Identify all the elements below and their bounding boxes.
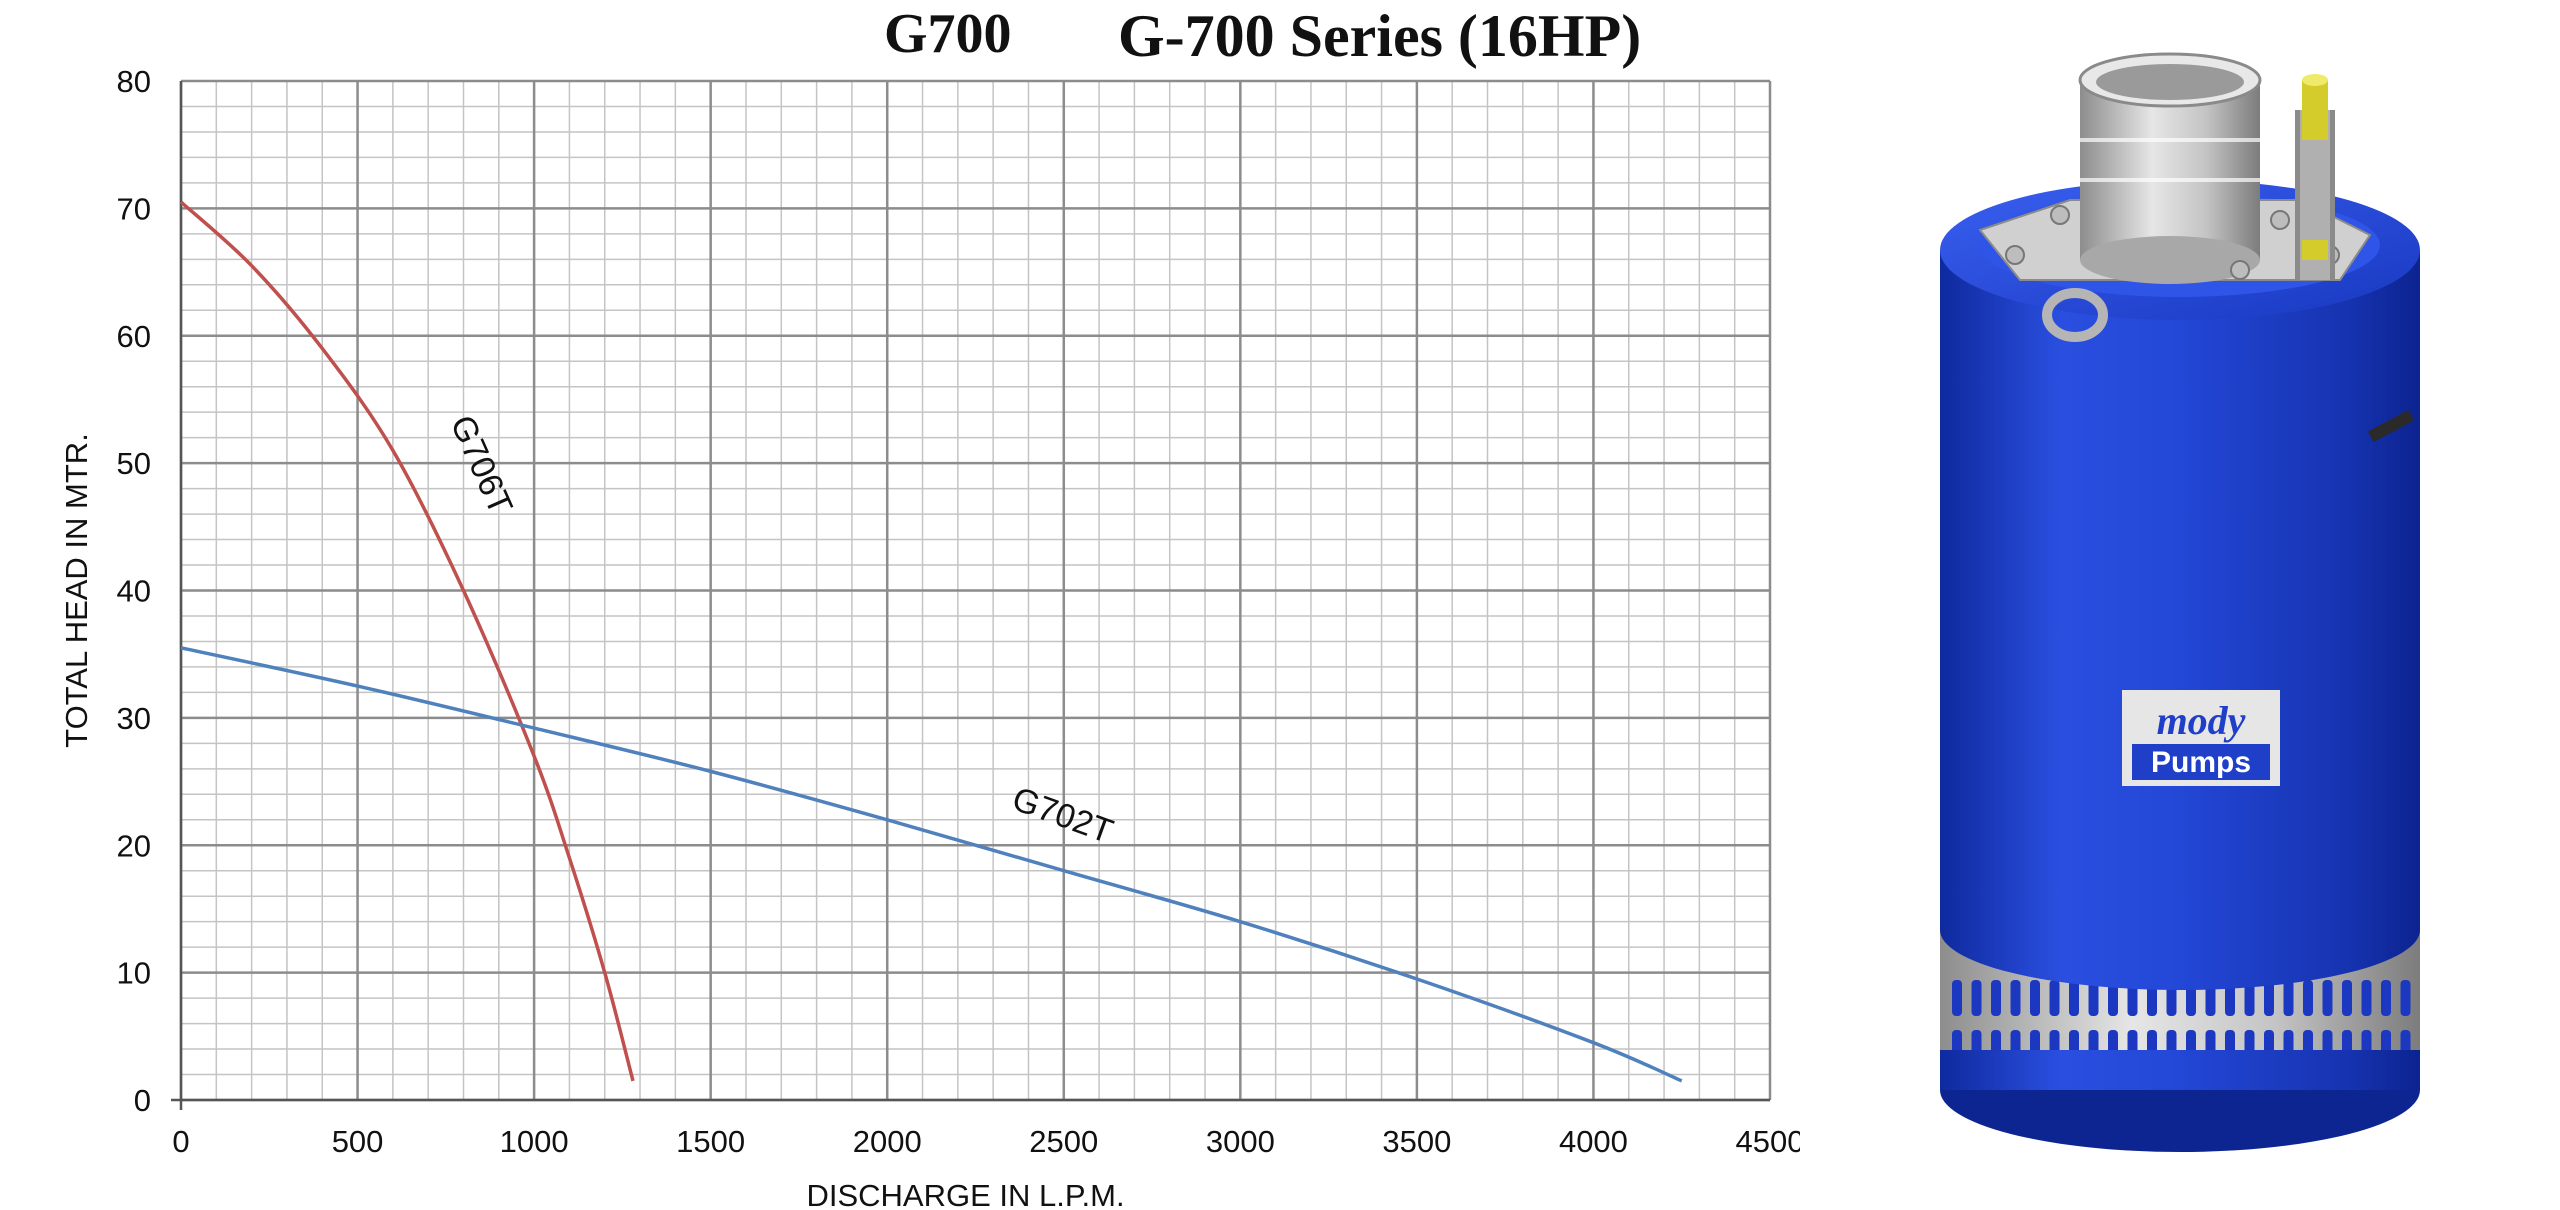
y-tick-label: 80 — [117, 64, 151, 99]
chart-grid — [179, 79, 1772, 1102]
bolt — [2050, 205, 2070, 225]
strainer-slot — [2244, 980, 2255, 1016]
strainer-slot — [2088, 980, 2099, 1016]
y-tick-label: 10 — [117, 956, 151, 991]
performance-chart: 0 500 1000 1500 2000 2500 3000 3500 4000 4500 0 10 2… — [59, 64, 1800, 1210]
y-tick-label: 70 — [117, 191, 151, 226]
strainer-slot — [2361, 980, 2372, 1016]
pump-body — [1940, 250, 2420, 930]
bolt — [2005, 245, 2025, 265]
pump-bottom-ring — [1940, 1050, 2420, 1090]
x-tick-label: 3000 — [1206, 1124, 1275, 1159]
strainer-slot — [2069, 980, 2079, 1016]
chart-labels: 0 500 1000 1500 2000 2500 3000 3500 4000 4500 0 10 2… — [59, 64, 1800, 1210]
x-tick-label: 4500 — [1736, 1124, 1800, 1159]
strainer-slot — [2127, 980, 2138, 1016]
y-tick-label: 50 — [117, 446, 151, 481]
cable-band — [2302, 240, 2328, 260]
strainer-slot — [1991, 980, 2001, 1016]
logo-pumps-band — [2132, 744, 2270, 780]
series-label-g706t: G706T — [443, 410, 520, 520]
chart-series — [179, 200, 1683, 1083]
logo-text-pumps: Pumps — [2151, 746, 2251, 779]
strainer-slot — [2225, 980, 2235, 1016]
x-tick-label: 3500 — [1382, 1124, 1451, 1159]
x-tick-label: 1000 — [500, 1124, 569, 1159]
strainer-slot — [2303, 980, 2313, 1016]
model-title: G700 — [884, 3, 1012, 65]
power-cable-end — [2302, 74, 2328, 86]
nameplate — [2367, 409, 2415, 443]
series-title: G-700 Series (16HP) — [1118, 3, 1642, 69]
strainer-slot — [2030, 980, 2040, 1016]
pump-outlet-pipe — [2080, 80, 2260, 260]
strainer-slot — [2381, 980, 2391, 1016]
series-line-g702t — [180, 646, 1683, 1083]
chart-header: G700 G-700 Series (16HP) — [0, 0, 1780, 80]
y-tick-label: 40 — [117, 574, 151, 609]
strainer-slot — [1952, 980, 1962, 1016]
strainer-slot — [1971, 980, 1982, 1016]
bolt — [2270, 210, 2290, 230]
chart-axes — [171, 81, 1770, 1110]
x-tick-label: 4000 — [1559, 1124, 1628, 1159]
y-tick-label: 20 — [117, 828, 151, 863]
y-tick-label: 60 — [117, 319, 151, 354]
x-axis-title: DISCHARGE IN L.P.M. — [806, 1178, 1124, 1210]
y-tick-label: 30 — [117, 701, 151, 736]
x-tick-label: 2500 — [1029, 1124, 1098, 1159]
lifting-eye — [2042, 288, 2108, 342]
series-line-g706t — [179, 200, 635, 1082]
strainer-slot — [2010, 980, 2021, 1016]
power-cable — [2302, 80, 2328, 140]
strainer-slot — [2342, 980, 2352, 1016]
x-tick-label: 0 — [172, 1124, 189, 1159]
logo-text-mody: mody — [2157, 698, 2246, 743]
y-tick-label: 0 — [134, 1083, 151, 1118]
strainer-slot — [2108, 980, 2118, 1016]
strainer-slot — [2322, 980, 2333, 1016]
x-tick-label: 1500 — [676, 1124, 745, 1159]
y-axis-title: TOTAL HEAD IN MTR. — [59, 433, 94, 748]
strainer-slot — [2283, 980, 2294, 1016]
strainer-slot — [2400, 980, 2411, 1016]
pump-outlet-opening — [2096, 64, 2244, 100]
x-tick-label: 2000 — [853, 1124, 922, 1159]
pump-product-image: mody Pumps — [1940, 52, 2420, 1152]
x-tick-label: 500 — [332, 1124, 384, 1159]
pump-body-bottom — [1940, 870, 2420, 990]
strainer-slot — [2049, 980, 2060, 1016]
bolt — [2230, 260, 2250, 280]
pump-outlet-base — [2080, 236, 2260, 284]
strainer-slot — [2264, 980, 2274, 1016]
